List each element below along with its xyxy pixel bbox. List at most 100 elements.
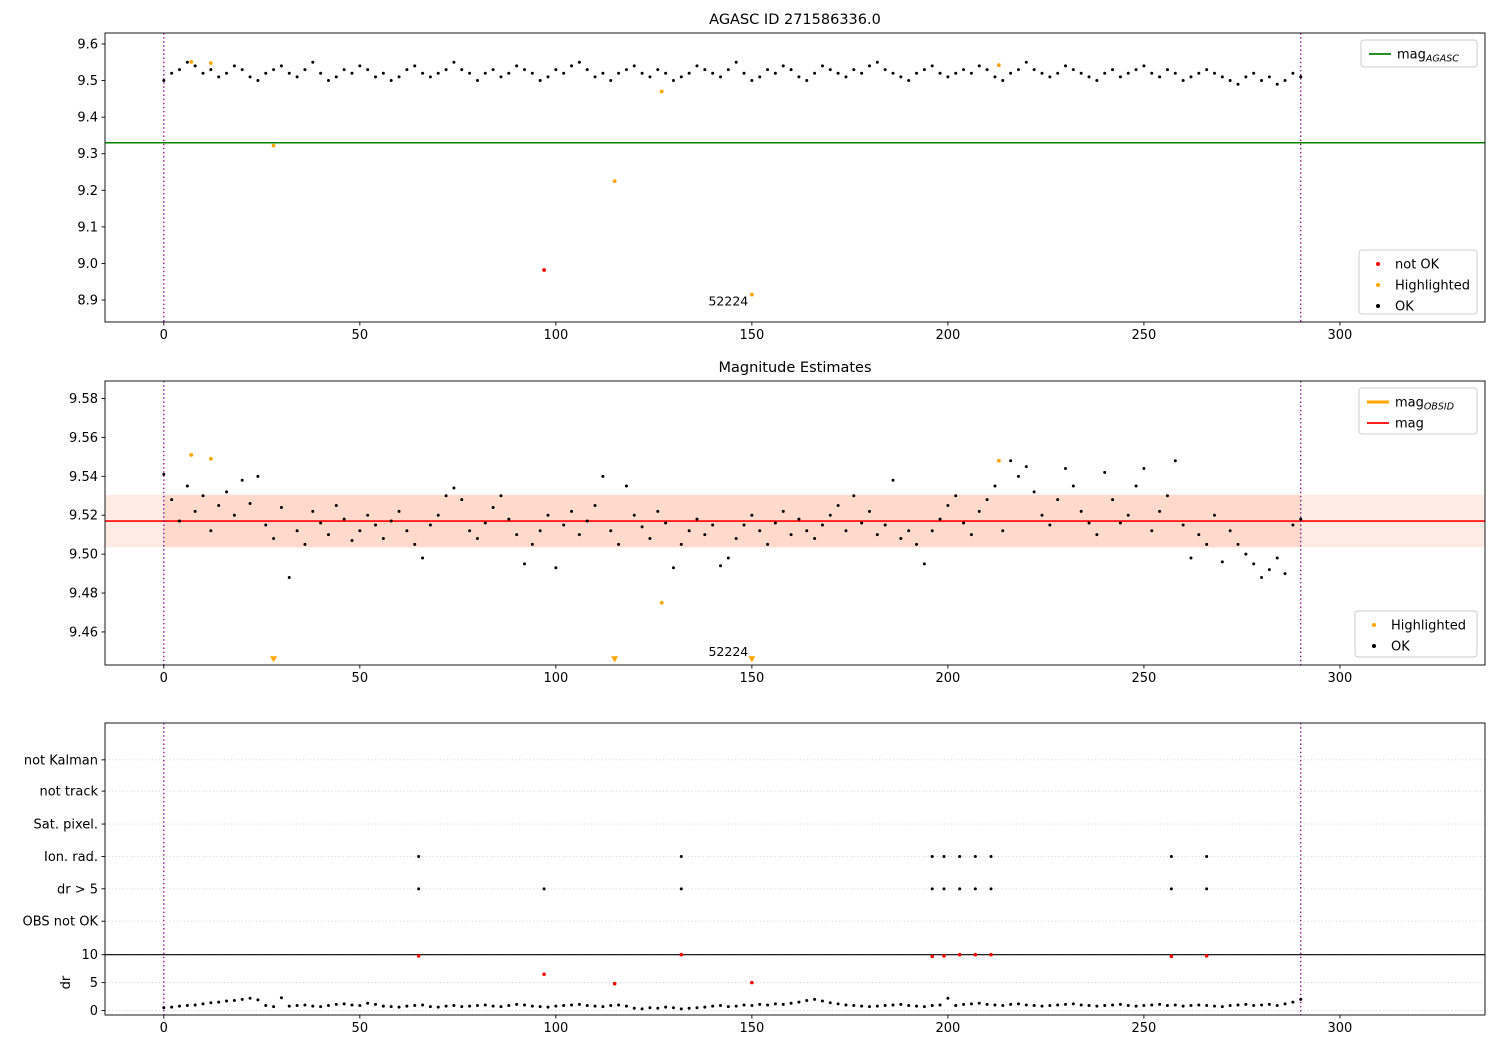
point <box>1071 68 1075 72</box>
point <box>750 980 754 985</box>
point <box>695 517 699 521</box>
point <box>930 1004 934 1008</box>
y-tick-label: 9.6 <box>77 37 98 52</box>
point <box>421 1003 425 1007</box>
point <box>177 68 181 72</box>
point <box>381 71 385 75</box>
point <box>766 68 770 72</box>
point <box>1024 465 1028 469</box>
point <box>954 494 958 498</box>
point <box>444 1004 448 1008</box>
legend-sample-dot <box>1376 262 1380 266</box>
point <box>350 1003 354 1007</box>
point <box>311 509 315 513</box>
legend: magAGASC <box>1360 39 1478 68</box>
point <box>813 997 817 1001</box>
point <box>1173 71 1177 75</box>
point <box>240 478 244 482</box>
point <box>719 75 723 79</box>
point <box>1267 75 1271 79</box>
point <box>1189 556 1193 560</box>
point <box>1291 71 1295 75</box>
point <box>656 509 660 513</box>
point <box>954 1004 958 1008</box>
legend-sample-dot <box>1372 644 1376 648</box>
legend-box <box>1358 249 1478 315</box>
point <box>930 854 934 858</box>
point <box>734 537 738 541</box>
point <box>342 1002 346 1006</box>
point <box>993 484 997 488</box>
point <box>515 64 519 68</box>
point <box>1095 1004 1099 1008</box>
point <box>1252 1004 1256 1008</box>
point <box>1212 513 1216 517</box>
point <box>326 1004 330 1008</box>
point <box>515 1002 519 1006</box>
point <box>374 75 378 79</box>
point <box>828 1001 832 1005</box>
point <box>1111 498 1115 502</box>
series-dr-flagged <box>416 952 1209 986</box>
axes-frame <box>104 380 1486 666</box>
point <box>499 494 503 498</box>
point <box>170 1005 174 1009</box>
point <box>546 1005 550 1009</box>
point <box>1165 68 1169 72</box>
point <box>640 525 644 529</box>
point <box>1016 1002 1020 1006</box>
point <box>867 509 871 513</box>
point <box>554 68 558 72</box>
point <box>852 1004 856 1008</box>
point <box>852 494 856 498</box>
point <box>491 1004 495 1008</box>
point <box>374 523 378 527</box>
x-tick-label: 300 <box>1328 1021 1353 1036</box>
point <box>957 952 962 957</box>
point <box>1291 523 1295 527</box>
point <box>867 64 871 68</box>
point <box>946 75 950 79</box>
point <box>969 1002 973 1006</box>
point <box>781 1002 785 1006</box>
point <box>1103 71 1107 75</box>
point <box>836 1002 840 1006</box>
point <box>1267 1002 1271 1006</box>
point <box>742 1003 746 1007</box>
point <box>1260 79 1264 83</box>
point <box>1260 575 1264 579</box>
point <box>468 529 472 533</box>
legend-sample-dot <box>1376 283 1380 287</box>
point <box>711 71 715 75</box>
point <box>632 64 636 68</box>
point <box>781 509 785 513</box>
point <box>1126 1004 1130 1008</box>
point <box>1260 1003 1264 1007</box>
series-flag-dr-gt-5 <box>417 887 1209 891</box>
point <box>585 1004 589 1008</box>
point <box>193 509 197 513</box>
point <box>612 179 617 184</box>
point <box>1291 1000 1295 1004</box>
y-tick-label: 5 <box>90 976 98 991</box>
point <box>1111 1003 1115 1007</box>
point <box>416 954 421 958</box>
point <box>891 1003 895 1007</box>
point <box>428 75 432 79</box>
point <box>679 542 683 546</box>
triangle-marker <box>611 656 619 663</box>
point <box>938 71 942 75</box>
legend-sample-dot <box>1376 304 1380 308</box>
point <box>1016 68 1020 72</box>
point <box>1244 75 1248 79</box>
point <box>930 887 934 891</box>
point <box>436 513 440 517</box>
point <box>664 71 668 75</box>
point <box>820 523 824 527</box>
point <box>875 60 879 64</box>
point <box>969 71 973 75</box>
chart-magnitude-estimates: 52224 0 50 100 150 200 250 300 9.46 9.48 9.50 9.52 9… <box>69 360 1486 686</box>
legend-sample-dot <box>1372 623 1376 627</box>
point <box>1181 1004 1185 1008</box>
point <box>225 490 229 494</box>
